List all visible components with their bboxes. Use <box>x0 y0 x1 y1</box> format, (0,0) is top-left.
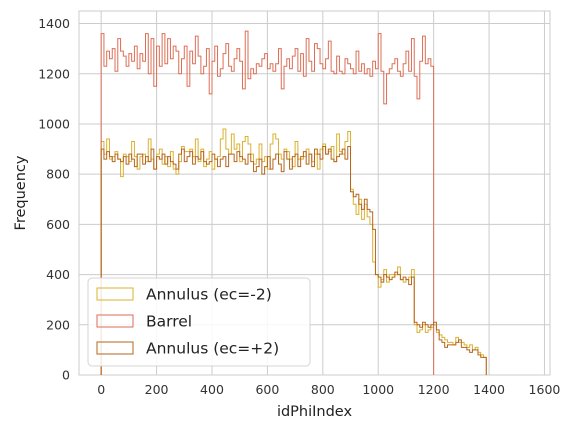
y-tick-label: 0 <box>62 368 70 383</box>
x-tick-label: 1400 <box>473 382 505 397</box>
x-tick-label: 200 <box>145 382 169 397</box>
y-tick-label: 1000 <box>38 116 70 131</box>
legend-label: Barrel <box>146 313 192 331</box>
legend-label: Annulus (ec=+2) <box>146 340 279 358</box>
x-tick-label: 0 <box>97 382 105 397</box>
x-tick-label: 600 <box>255 382 279 397</box>
series-line-0 <box>100 128 487 375</box>
x-tick-label: 1600 <box>529 382 561 397</box>
legend: Annulus (ec=-2) Barrel Annulus (ec=+2) <box>87 277 311 367</box>
y-axis-label: Frequency <box>13 155 29 230</box>
x-tick-label: 1000 <box>362 382 394 397</box>
x-axis-label: idPhiIndex <box>277 404 353 420</box>
y-tick-label: 1200 <box>38 66 70 81</box>
series-line-1 <box>100 30 435 375</box>
x-tick-label: 800 <box>311 382 335 397</box>
y-tick-label: 600 <box>46 217 70 232</box>
y-tick-label: 800 <box>46 167 70 182</box>
legend-box <box>87 277 311 367</box>
plot-border <box>78 10 551 376</box>
legend-swatch <box>96 314 134 328</box>
legend-swatch <box>96 341 134 355</box>
x-tick-label: 400 <box>200 382 224 397</box>
y-tick-label: 200 <box>46 317 70 332</box>
legend-swatch <box>96 287 134 301</box>
y-tick-label: 400 <box>46 267 70 282</box>
x-tick-label: 1200 <box>418 382 450 397</box>
series-layer <box>100 30 487 375</box>
series-line-2 <box>100 146 487 375</box>
y-tick-label: 1400 <box>38 16 70 31</box>
x-axis-ticks: 0 200 400 600 800 1000 1200 1400 1600 <box>97 382 560 397</box>
y-axis-ticks: 0 200 400 600 800 1000 1200 1400 <box>38 16 70 382</box>
legend-label: Annulus (ec=-2) <box>146 286 272 304</box>
